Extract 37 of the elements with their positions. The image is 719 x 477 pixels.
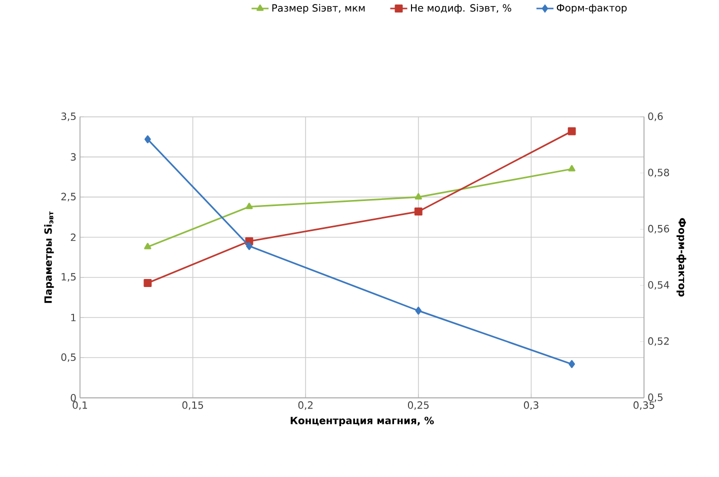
y2-tick-label: 0,5 [648,394,662,402]
y-tick-label: 2,5 [61,192,76,202]
y2-axis-title: Форм-фактор [676,218,686,297]
y-tick-label: 0,5 [61,353,76,362]
x-tick-label: 0,35 [634,401,654,410]
point [414,193,422,200]
point [568,165,576,172]
legend-label: Не модиф. Siэвт, % [411,4,512,14]
y-tick-label: 1 [71,314,76,322]
y2-tick-label: 0,56 [648,225,670,234]
point [414,208,422,216]
y-tick-label: 0 [70,394,76,402]
x-tick-label: 0,2 [298,401,313,410]
y-tick-label: 1,5 [62,273,76,282]
y-axis-title: Параметры Si$_{эвт}$ [44,211,54,303]
point [144,242,152,250]
legend-label: Размер Siэвт, мкм [272,4,365,14]
x-tick-label: 0,1 [72,401,88,410]
x-tick-label: 0,15 [182,401,204,410]
point [568,127,576,136]
point [144,135,151,144]
point [144,279,152,288]
point [568,360,576,368]
point [246,202,253,210]
y2-tick-label: 0,54 [648,281,670,290]
x-axis-title: Концентрация магния, % [290,416,434,426]
y2-tick-label: 0,6 [648,112,663,122]
point [415,306,422,315]
point [246,242,252,250]
legend-label: Форм-фактор [556,4,627,14]
y2-tick-label: 0,52 [648,337,669,346]
y2-tick-label: 0,58 [648,168,670,178]
y-tick-label: 3 [70,153,76,161]
y-tick-label: 3,5 [61,112,76,122]
x-tick-label: 0,25 [408,401,429,410]
x-tick-label: 0,3 [524,401,538,410]
y-tick-label: 2 [70,234,76,242]
